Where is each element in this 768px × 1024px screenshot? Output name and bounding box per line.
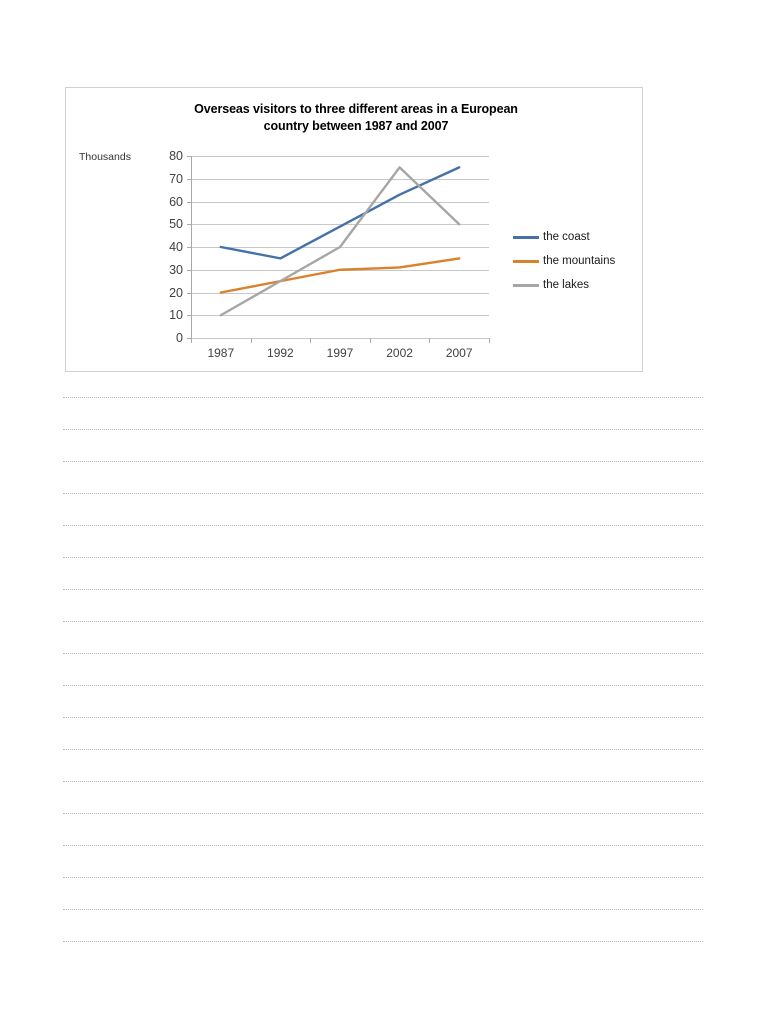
ruled-line	[63, 525, 703, 557]
y-axis-tick-label: 40	[169, 240, 183, 254]
x-axis-tick-label: 2002	[386, 346, 413, 360]
ruled-line	[63, 781, 703, 813]
y-axis-tick-label: 80	[169, 149, 183, 163]
ruled-writing-lines	[63, 397, 703, 973]
gridline	[191, 156, 489, 157]
ruled-line	[63, 397, 703, 429]
gridline	[191, 338, 489, 339]
y-axis-tick	[187, 201, 191, 203]
legend-label: the mountains	[543, 255, 616, 267]
ruled-line	[63, 941, 703, 973]
legend-item: the coast	[513, 225, 638, 249]
series-line	[219, 257, 461, 294]
y-axis-tick	[187, 224, 191, 226]
y-axis-tick-label: 60	[169, 194, 183, 209]
series-lines	[219, 166, 461, 317]
y-axis-tick	[187, 338, 191, 339]
x-axis-tick	[191, 338, 192, 343]
gridline	[191, 178, 489, 180]
ruled-line	[63, 877, 703, 909]
ruled-line	[63, 653, 703, 685]
chart-legend: the coast the mountains the lakes	[513, 225, 638, 297]
gridline	[191, 224, 489, 226]
y-axis-tick	[187, 315, 191, 317]
legend-swatch-icon	[513, 235, 539, 239]
y-axis-tick	[187, 292, 191, 294]
y-axis-tick-label: 0	[176, 331, 183, 345]
ruled-line	[63, 589, 703, 621]
legend-swatch-icon	[513, 283, 539, 287]
x-axis-tick-label: 2007	[445, 346, 473, 360]
x-axis-tick-label: 1997	[326, 346, 354, 360]
ruled-line	[63, 621, 703, 653]
x-axis-tick-label: 1987	[207, 346, 235, 360]
gridline	[191, 292, 489, 294]
x-axis-tick-label: 1992	[267, 346, 294, 360]
series-line	[219, 166, 461, 260]
y-axis-line	[191, 156, 192, 338]
y-axis-tick-label: 10	[169, 308, 183, 323]
y-axis-tick	[187, 156, 191, 157]
chart-title-line-2: country between 1987 and 2007	[263, 119, 449, 133]
y-axis-tick-label: 50	[169, 217, 183, 232]
x-axis-tick	[250, 338, 252, 343]
x-axis-tick	[369, 338, 371, 343]
ruled-line	[63, 717, 703, 749]
gridline	[191, 201, 489, 203]
y-axis-tick	[187, 269, 191, 271]
ruled-line	[63, 429, 703, 461]
chart-title-line-1: Overseas visitors to three different are…	[194, 102, 518, 116]
chart-title: Overseas visitors to three different are…	[106, 101, 606, 135]
plot-area: 0 10 20 30 40 50 60 70 80 1987 1992 1997 2002 2007	[169, 149, 490, 360]
y-axis-tick	[187, 178, 191, 180]
legend-label: the lakes	[543, 279, 590, 291]
y-axis-tick-label: 20	[169, 285, 183, 300]
chart-figure: Overseas visitors to three different are…	[65, 87, 643, 372]
ruled-line	[63, 461, 703, 493]
legend-label: the coast	[543, 231, 590, 243]
y-axis-tick-label: 70	[169, 171, 183, 186]
ruled-line	[63, 845, 703, 877]
ruled-line	[63, 813, 703, 845]
y-axis-tick-label: 30	[169, 262, 183, 277]
x-axis-tick	[310, 338, 312, 343]
gridline	[191, 315, 489, 317]
legend-item: the lakes	[513, 273, 638, 297]
y-axis-tick	[187, 247, 191, 248]
ruled-line	[63, 557, 703, 589]
series-line	[219, 166, 461, 317]
legend-swatch-icon	[513, 259, 539, 263]
x-axis-tick	[429, 338, 431, 343]
legend-item: the mountains	[513, 249, 638, 273]
ruled-line	[63, 749, 703, 781]
x-axis-tick	[489, 338, 490, 343]
ruled-line	[63, 493, 703, 525]
ruled-line	[63, 685, 703, 717]
ruled-line	[63, 909, 703, 941]
y-axis-caption: Thousands	[79, 151, 131, 163]
